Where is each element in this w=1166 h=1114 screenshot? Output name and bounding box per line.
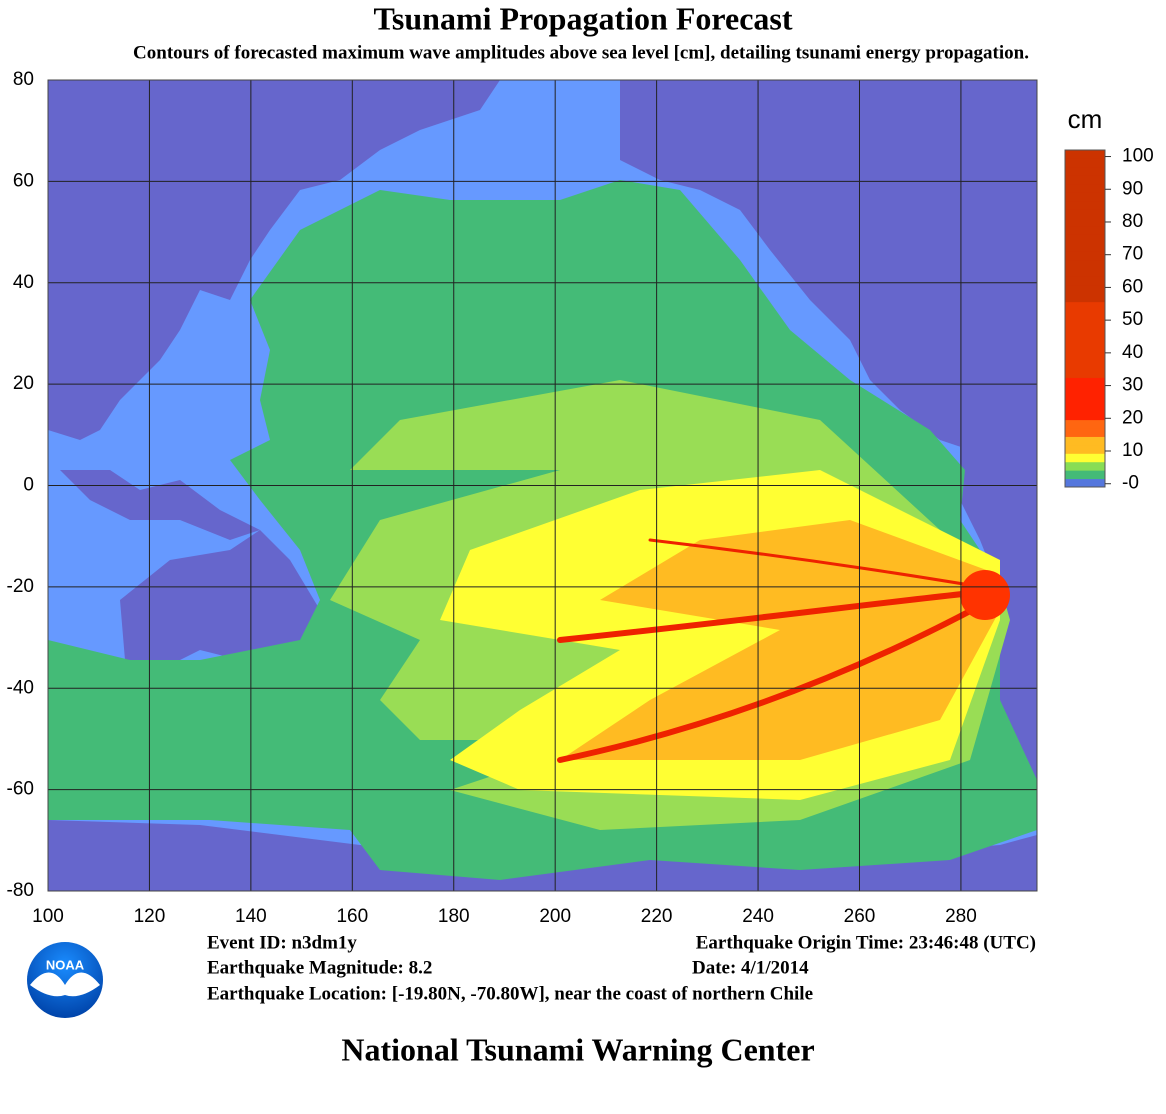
title: Tsunami Propagation Forecast [374, 0, 793, 36]
colorbar-band [1065, 310, 1105, 319]
colorbar-band [1065, 158, 1105, 168]
colorbar-band [1065, 192, 1105, 202]
event-magnitude: Earthquake Magnitude: 8.2 [207, 957, 432, 978]
colorbar-tick-label: -0 [1122, 473, 1139, 494]
orange-zone [560, 520, 1000, 760]
y-tick-label: -80 [7, 880, 34, 901]
x-tick-label: 260 [844, 906, 876, 927]
logo-bird [30, 972, 100, 997]
colorbar-band [1065, 217, 1105, 227]
colorbar-band [1065, 166, 1105, 176]
colorbar-band [1065, 175, 1105, 185]
colorbar-band [1065, 242, 1105, 252]
streak [557, 592, 1003, 763]
land-indonesia [60, 470, 260, 540]
colorbar-tick-label: 40 [1122, 342, 1143, 363]
colorbar-band [1065, 259, 1105, 269]
colorbar-band [1065, 343, 1105, 353]
colorbar-tick-label: 10 [1122, 440, 1143, 461]
colorbar-band [1065, 360, 1105, 370]
colorbar: -0 10 20 30 40 50 60 70 80 90 100 [1064, 146, 1154, 494]
event-location: Earthquake Location: [-19.80N, -70.80W],… [207, 983, 813, 1004]
colorbar-band [1065, 251, 1105, 261]
y-tick-label: -60 [7, 779, 34, 800]
x-tick-label: 100 [32, 906, 64, 927]
colorbar-band [1065, 267, 1105, 277]
colorbar-band [1065, 411, 1105, 421]
colorbar-band [1065, 385, 1105, 395]
colorbar-band [1065, 436, 1105, 446]
colorbar-band [1065, 284, 1105, 294]
y-tick-label: 20 [13, 373, 34, 394]
colorbar-band [1065, 335, 1105, 345]
colorbar-band [1065, 150, 1105, 159]
colorbar-band [1065, 453, 1105, 463]
colorbar-tick-label: 50 [1122, 309, 1143, 330]
logo-circle [27, 942, 103, 1018]
x-tick-label: 240 [742, 906, 774, 927]
footer: National Tsunami Warning Center [341, 1031, 814, 1067]
colorbar-band [1065, 318, 1105, 328]
y-tick-label: 0 [23, 475, 34, 496]
colorbar-band [1065, 326, 1105, 336]
colorbar-band [1065, 470, 1105, 480]
colorbar-band [1065, 478, 1105, 488]
logo-text: NOAA [46, 957, 85, 972]
x-tick-label: 220 [641, 906, 673, 927]
colorbar-band [1065, 208, 1105, 218]
map [48, 80, 1037, 891]
streak [557, 587, 1003, 643]
y-tick-label: 40 [13, 272, 34, 293]
source-zone [960, 570, 1010, 620]
colorbar-tick-label: 80 [1122, 211, 1143, 232]
x-tick-label: 160 [336, 906, 368, 927]
event-date: Date: 4/1/2014 [692, 957, 809, 978]
colorbar-tick-label: 100 [1122, 146, 1154, 167]
colorbar-band [1065, 293, 1105, 303]
colorbar-band [1065, 402, 1105, 412]
axes: 100 120 140 160 180 200 220 240 260 280-80-60-40-… [7, 69, 977, 927]
land-north-america [620, 80, 1037, 450]
colorbar-band [1065, 444, 1105, 454]
y-tick-label: -40 [7, 677, 34, 698]
colorbar-tick-label: 70 [1122, 244, 1143, 265]
colorbar-band [1065, 225, 1105, 235]
colorbar-band [1065, 301, 1105, 311]
colorbar-frame [1064, 149, 1106, 488]
grid [48, 80, 1037, 891]
colorbar-band [1065, 419, 1105, 429]
colorbar-band [1065, 369, 1105, 378]
colorbar-tick-label: 90 [1122, 178, 1143, 199]
plot-frame [47, 79, 1038, 892]
colorbar-band [1065, 200, 1105, 210]
x-tick-label: 140 [235, 906, 267, 927]
colorbar-band [1065, 377, 1105, 387]
event-id: Event ID: n3dm1y [207, 932, 357, 953]
event-origin-time: Earthquake Origin Time: 23:46:48 (UTC) [696, 932, 1036, 953]
colorbar-tick-label: 30 [1122, 375, 1143, 396]
colorbar-band [1065, 276, 1105, 286]
land-asia [48, 80, 500, 440]
x-tick-label: 180 [438, 906, 470, 927]
x-tick-label: 280 [945, 906, 977, 927]
colorbar-band [1065, 428, 1105, 437]
colorbar-tick-label: 60 [1122, 276, 1143, 297]
y-tick-label: -20 [7, 576, 34, 597]
x-tick-label: 120 [134, 906, 166, 927]
colorbar-band [1065, 352, 1105, 362]
colorbar-tick-label: 20 [1122, 407, 1143, 428]
x-tick-label: 200 [539, 906, 571, 927]
colorbar-band [1065, 183, 1105, 193]
colorbar-band [1065, 394, 1105, 404]
colorbar-unit: cm [1068, 104, 1103, 134]
subtitle: Contours of forecasted maximum wave ampl… [133, 42, 1029, 63]
y-tick-label: 60 [13, 170, 34, 191]
y-tick-label: 80 [13, 69, 34, 90]
noaa-logo: NOAA [27, 942, 103, 1018]
colorbar-band [1065, 234, 1105, 244]
colorbar-band [1065, 461, 1105, 471]
